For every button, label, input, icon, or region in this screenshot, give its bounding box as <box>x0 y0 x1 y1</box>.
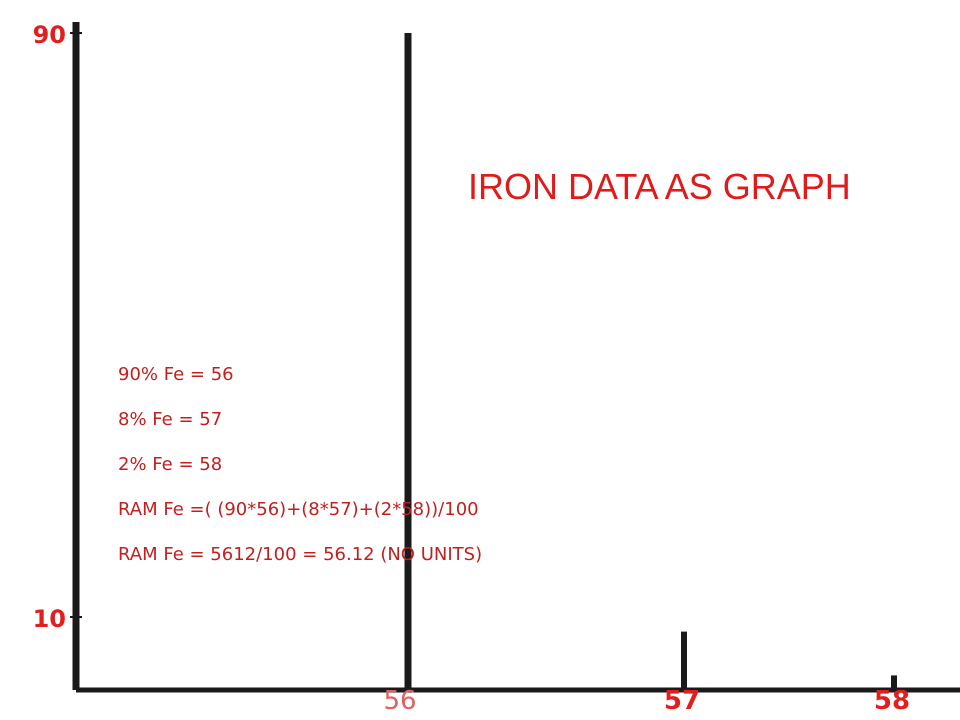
x-tick-label-57: 57 <box>664 686 700 716</box>
annotation-line-2: 8% Fe = 57 <box>118 409 223 430</box>
annotation-line-5: RAM Fe = 5612/100 = 56.12 (NO UNITS) <box>118 544 483 565</box>
y-tick-label-90: 90 <box>33 21 66 49</box>
chart-title: IRON DATA AS GRAPH <box>468 166 851 207</box>
annotation-line-4: RAM Fe =( (90*56)+(8*57)+(2*58))/100 <box>118 499 479 520</box>
chart-marks: 90 10 56 57 58 <box>33 21 911 716</box>
x-tick-label-58: 58 <box>874 686 910 716</box>
annotation-block: 90% Fe = 56 8% Fe = 57 2% Fe = 58 RAM Fe… <box>118 362 482 587</box>
x-tick-label-56: 56 <box>383 686 416 716</box>
annotation-line-1: 90% Fe = 56 <box>118 364 234 385</box>
annotation-line-3: 2% Fe = 58 <box>118 454 223 475</box>
bar-57 <box>681 631 687 690</box>
bar-58 <box>891 675 897 690</box>
y-tick-label-10: 10 <box>33 605 66 633</box>
bar-56 <box>404 33 412 690</box>
